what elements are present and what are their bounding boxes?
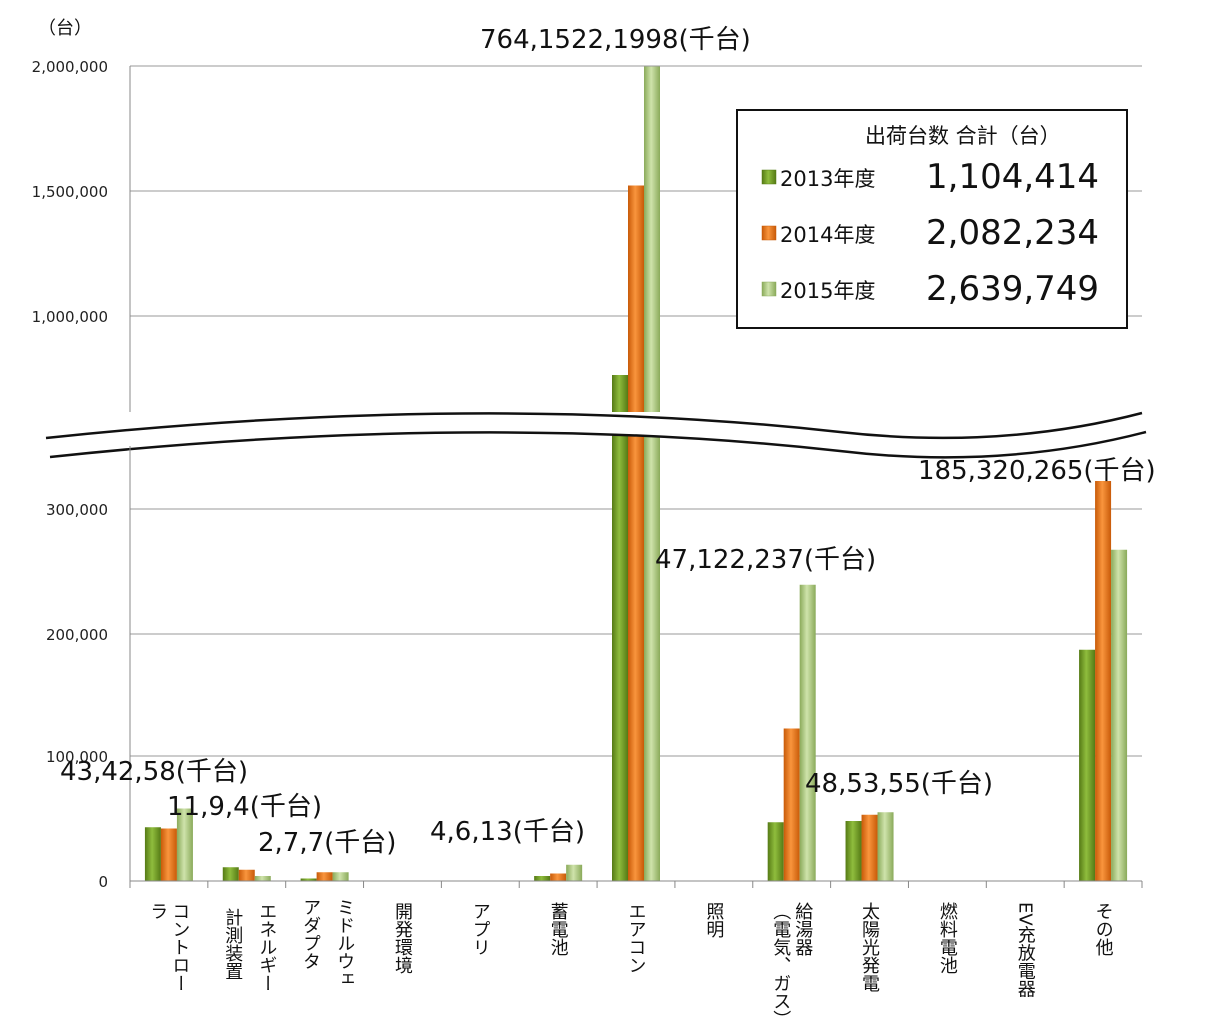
bar [160,828,177,881]
category-label: アプリ [470,902,491,956]
legend-total-2014: 2,082,234 [926,213,1099,253]
category-label: アダプタ [300,898,321,970]
category-label: 燃料電池 [937,902,958,974]
bar [176,808,193,881]
bar [783,728,800,881]
legend-swatch-2013 [761,169,777,185]
bar [222,867,239,881]
bars [144,66,1128,881]
y-tick-label: 200,000 [46,626,108,644]
bar [1095,481,1112,881]
legend-title: 出荷台数 合計（台） [865,124,1061,148]
bar [238,869,255,881]
bar-lower-segment [644,421,660,881]
category-label-line: EV充放電器 [1015,902,1036,998]
category-label: エネルギー [256,902,277,992]
data-label-water-heater: 47,122,237(千台) [655,545,876,575]
category-label-line: 燃料電池 [937,902,958,974]
bar [628,185,644,412]
category-label-line: ミドルウェ [334,898,355,988]
category-label-line: 蓄電池 [548,902,569,956]
category-label-line: （電気、ガス） [770,902,791,1028]
category-label-line: 照明 [703,902,724,939]
data-label-aircon: 764,1522,1998(千台) [480,25,751,55]
category-label: エアコン [626,902,647,974]
bar [767,822,784,881]
category-label-line: 開発環境 [392,902,413,974]
category-label-line: アダプタ [300,898,321,970]
category-label-line: 太陽光発電 [859,902,880,992]
category-label-line: コントロー [169,902,190,992]
legend-label-2013: 2013年度 [780,167,875,191]
labels: （台） 2,000,000 1,500,000 1,000,000 300,00… [32,18,1156,891]
y-tick-label: 100,000 [46,748,108,766]
bar [861,814,878,881]
bar [612,375,628,412]
category-label-line: その他 [1093,902,1114,956]
data-label-meter: 11,9,4(千台) [167,792,322,822]
legend-swatch-2015 [761,281,777,297]
bar [799,584,816,881]
category-label: 給湯器（電気、ガス） [770,902,813,1028]
y-tick-label: 1,000,000 [32,308,108,326]
bar [316,872,333,881]
legend-label-2015: 2015年度 [780,279,875,303]
legend-swatch-2014 [761,225,777,241]
category-label: 開発環境 [392,902,413,974]
bar [566,864,583,881]
legend-total-2015: 2,639,749 [926,269,1099,309]
bar [550,873,567,881]
data-label-other: 185,320,265(千台) [918,456,1156,486]
category-label: 蓄電池 [548,902,569,956]
bar-lower-segment [612,421,628,881]
y-tick-label: 1,500,000 [32,183,108,201]
axes [129,66,1142,882]
axis-break [45,411,1147,459]
legend-total-2013: 1,104,414 [926,157,1099,197]
category-label: EV充放電器 [1015,902,1036,998]
y-tick-label: 300,000 [46,501,108,519]
legend-label-2014: 2014年度 [780,223,875,247]
data-label-adapter: 2,7,7(千台) [258,828,396,858]
data-label-storage-battery: 4,6,13(千台) [430,817,585,847]
category-label: その他 [1093,902,1114,956]
category-label: 計測装置 [222,908,243,980]
category-label: 照明 [703,902,724,939]
bar [1079,649,1096,881]
bar [144,827,161,881]
bar-lower-segment [628,421,644,881]
category-label-line: 給湯器 [792,902,813,956]
y-tick-label: 0 [98,873,108,891]
data-label-solar: 48,53,55(千台) [805,769,993,799]
y-unit-label: （台） [38,18,92,39]
category-label-line: ラ [147,902,168,920]
category-label: ミドルウェ [334,898,355,988]
bar [534,876,551,881]
legend-box [736,109,1128,329]
bar [877,812,894,881]
category-label-line: 計測装置 [222,908,243,980]
category-label: 太陽光発電 [859,902,880,992]
bar [254,876,271,881]
bar [845,821,862,881]
bar [300,878,317,881]
bar [644,66,660,412]
bar [332,872,349,881]
y-tick-label: 2,000,000 [32,58,108,76]
category-label-line: アプリ [470,902,491,956]
category-label-line: エアコン [626,902,647,974]
category-label-line: エネルギー [256,902,277,992]
data-label-controller: 43,42,58(千台) [60,757,248,787]
bar [1111,549,1128,881]
legend: 出荷台数 合計（台） 2013年度 1,104,414 2014年度 2,082… [736,109,1128,329]
